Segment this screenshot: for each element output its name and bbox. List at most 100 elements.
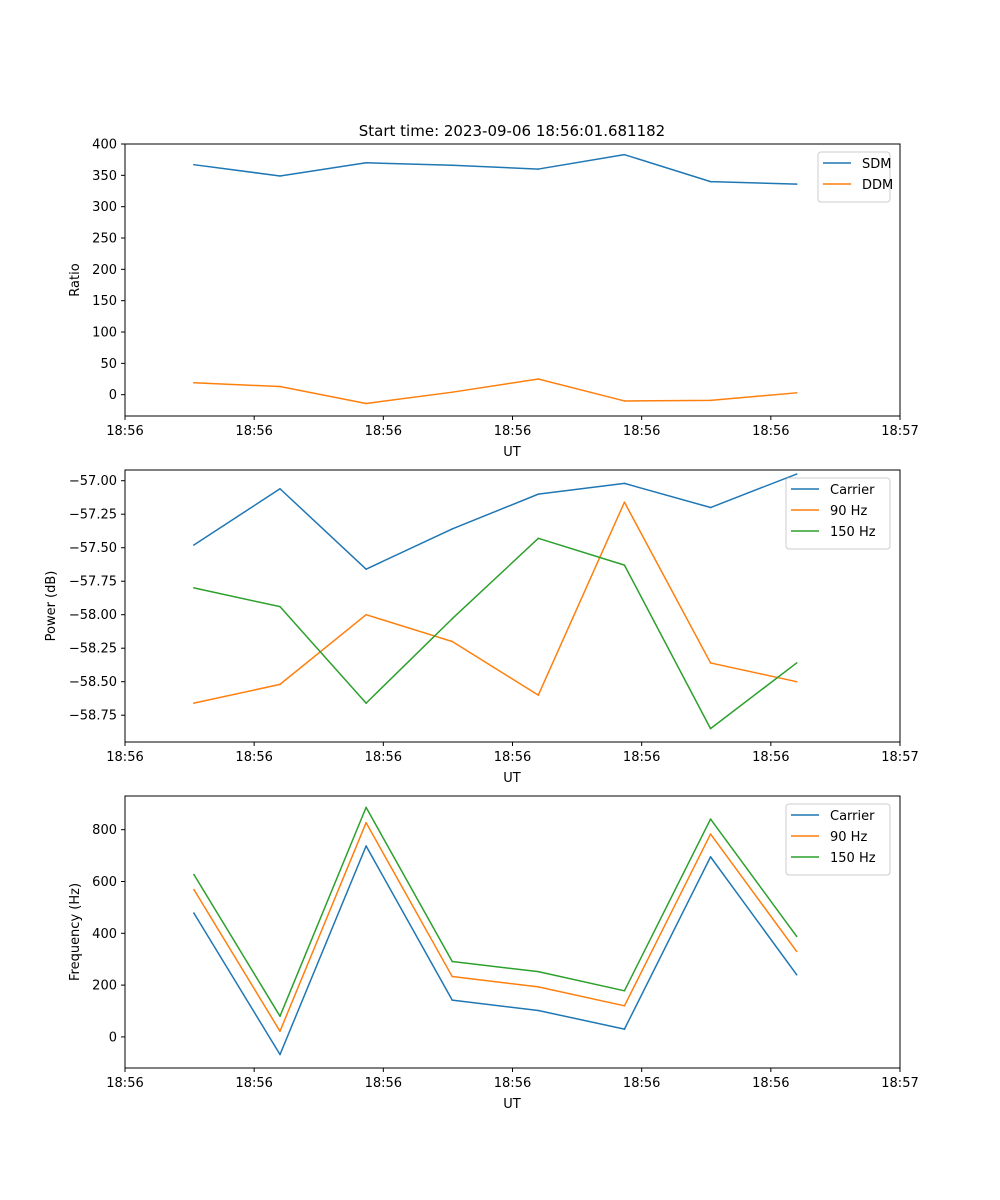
data-point xyxy=(795,935,798,938)
y-tick-label: 0 xyxy=(109,1030,117,1045)
data-point xyxy=(537,970,540,973)
data-point xyxy=(795,662,798,664)
data-point xyxy=(451,960,454,963)
data-point xyxy=(365,845,367,847)
data-point xyxy=(537,986,540,988)
legend-label: 150 Hz xyxy=(830,525,876,540)
data-point xyxy=(365,162,367,164)
x-tick-label: 18:56 xyxy=(494,424,531,439)
data-point xyxy=(365,806,367,809)
data-point xyxy=(537,537,540,540)
data-point xyxy=(537,168,540,170)
legend-label: Carrier xyxy=(830,483,875,498)
y-tick-label: −58.25 xyxy=(69,642,117,657)
x-tick-label: 18:56 xyxy=(106,750,143,765)
y-tick-label: 600 xyxy=(92,875,117,890)
data-point xyxy=(623,1028,626,1030)
series-line-carrier xyxy=(193,845,798,1056)
y-tick-label: 400 xyxy=(92,927,117,942)
x-tick-label: 18:56 xyxy=(235,424,272,439)
data-point xyxy=(451,164,454,167)
y-axis-label: Power (dB) xyxy=(44,571,59,642)
data-point xyxy=(709,856,712,858)
y-tick-label: 100 xyxy=(92,326,117,341)
data-point xyxy=(623,501,626,503)
data-point xyxy=(279,385,281,388)
legend-label: DDM xyxy=(862,178,893,193)
data-point xyxy=(451,617,454,620)
legend: Carrier 90 Hz 150 Hz xyxy=(785,477,891,550)
y-tick-label: 50 xyxy=(100,357,117,372)
data-point xyxy=(193,702,195,704)
y-tick-label: 200 xyxy=(92,263,117,278)
plot-area xyxy=(124,469,901,743)
data-point xyxy=(623,482,626,485)
data-point xyxy=(795,473,798,475)
x-tick-label: 18:56 xyxy=(752,750,789,765)
x-tick-label: 18:56 xyxy=(235,750,272,765)
data-point xyxy=(279,605,281,608)
legend-label: Carrier xyxy=(830,809,875,824)
y-tick-label: 250 xyxy=(92,232,117,247)
x-tick-label: 18:56 xyxy=(752,1076,789,1091)
x-tick-label: 18:57 xyxy=(881,424,918,439)
data-point xyxy=(279,487,281,490)
data-point xyxy=(623,564,626,566)
data-point xyxy=(709,662,712,664)
data-point xyxy=(279,1053,281,1056)
data-point xyxy=(193,587,195,589)
series-line-sdm xyxy=(193,153,797,185)
x-tick-label: 18:56 xyxy=(235,1076,272,1091)
y-tick-label: 400 xyxy=(92,138,117,153)
data-point xyxy=(193,912,195,914)
data-point xyxy=(279,1015,281,1017)
plot-area xyxy=(124,795,901,1069)
data-point xyxy=(451,528,454,530)
data-point xyxy=(795,392,798,394)
data-point xyxy=(795,950,798,953)
y-axis-label: Frequency (Hz) xyxy=(68,883,83,981)
data-point xyxy=(279,683,281,686)
legend-label: SDM xyxy=(862,157,891,172)
y-tick-label: 300 xyxy=(92,200,117,215)
series-line-90-hz xyxy=(193,821,798,1032)
x-axis-label: UT xyxy=(503,445,521,460)
chart-title: Start time: 2023-09-06 18:56:01.681182 xyxy=(359,122,665,140)
data-point xyxy=(451,640,454,643)
data-point xyxy=(451,391,454,393)
data-point xyxy=(193,544,195,546)
data-point xyxy=(365,402,367,405)
y-tick-label: 350 xyxy=(92,169,117,184)
data-point xyxy=(623,990,626,992)
y-tick-label: 800 xyxy=(92,823,117,838)
data-point xyxy=(279,1030,281,1033)
data-point xyxy=(451,999,454,1001)
data-point xyxy=(279,175,281,177)
y-tick-label: 0 xyxy=(109,388,117,403)
data-point xyxy=(623,153,626,156)
x-tick-label: 18:56 xyxy=(106,424,143,439)
x-tick-label: 18:57 xyxy=(881,750,918,765)
data-point xyxy=(365,821,367,824)
ratio-chart: Start time: 2023-09-06 18:56:01.681182 U… xyxy=(68,122,919,460)
y-tick-label: −57.75 xyxy=(69,575,117,590)
x-axis-label: UT xyxy=(503,1097,521,1112)
y-tick-label: −58.50 xyxy=(69,675,117,690)
data-point xyxy=(537,378,540,380)
data-point xyxy=(451,975,454,978)
x-tick-label: 18:56 xyxy=(106,1076,143,1091)
data-point xyxy=(365,702,367,704)
legend-label: 90 Hz xyxy=(830,830,867,845)
plot-area xyxy=(124,143,901,417)
data-point xyxy=(795,183,798,185)
legend: Carrier 90 Hz 150 Hz xyxy=(785,803,891,876)
x-tick-label: 18:56 xyxy=(365,750,402,765)
data-point xyxy=(537,694,540,696)
x-tick-label: 18:56 xyxy=(365,424,402,439)
x-tick-label: 18:56 xyxy=(752,424,789,439)
legend-frame xyxy=(817,151,891,203)
y-tick-label: −58.75 xyxy=(69,709,117,724)
series-line-150-hz xyxy=(193,806,798,1017)
y-tick-label: −57.00 xyxy=(69,474,117,489)
data-point xyxy=(709,180,712,183)
